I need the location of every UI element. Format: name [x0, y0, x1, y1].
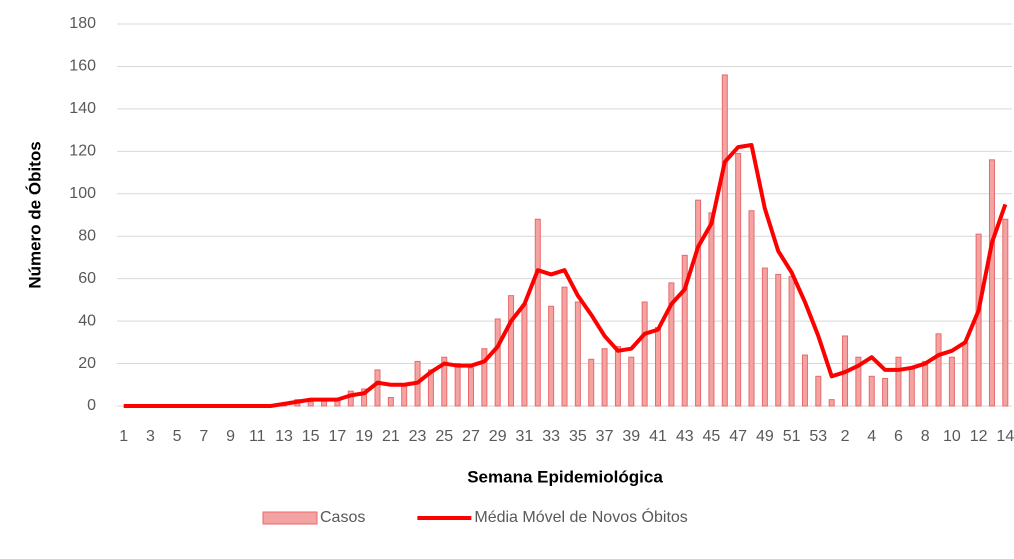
x-tick-label: 45: [703, 428, 721, 445]
y-tick-label: 20: [78, 355, 96, 372]
bar: [695, 199, 702, 407]
x-tick-label: 39: [622, 428, 640, 445]
x-tick-label: 13: [275, 428, 293, 445]
x-tick-label: 35: [569, 428, 587, 445]
bar: [788, 276, 795, 407]
bar: [855, 356, 862, 407]
x-tick-label: 37: [596, 428, 614, 445]
x-tick-label: 25: [435, 428, 453, 445]
x-tick-label: 23: [409, 428, 427, 445]
y-tick-label: 100: [69, 185, 96, 202]
bar: [401, 384, 408, 407]
bar: [948, 356, 955, 407]
x-tick-label: 29: [489, 428, 507, 445]
bar: [481, 348, 488, 407]
bar: [387, 397, 394, 407]
bar: [1002, 218, 1009, 407]
legend-label: Média Móvel de Novos Óbitos: [474, 507, 687, 526]
bar: [868, 375, 875, 407]
bar: [962, 341, 969, 407]
x-axis-title: Semana Epidemiológica: [467, 467, 663, 486]
bar: [441, 356, 448, 407]
y-tick-label: 140: [69, 100, 96, 117]
x-tick-label: 17: [329, 428, 347, 445]
legend-label: Casos: [320, 509, 365, 526]
line: [123, 142, 1008, 408]
bar: [307, 401, 314, 407]
x-tick-label: 7: [199, 428, 208, 445]
bar: [761, 267, 768, 407]
x-tick-label: 47: [729, 428, 747, 445]
bar: [548, 305, 555, 407]
bar: [708, 212, 715, 407]
bar: [775, 273, 782, 407]
y-tick-label: 40: [78, 312, 96, 329]
x-tick-label: 43: [676, 428, 694, 445]
bar: [601, 348, 608, 407]
x-tick-label: 53: [809, 428, 827, 445]
x-tick-label: 1: [119, 428, 128, 445]
x-tick-label: 10: [943, 428, 961, 445]
x-tick-label: 6: [894, 428, 903, 445]
bar: [614, 346, 621, 407]
bar: [935, 333, 942, 407]
bar: [588, 358, 595, 407]
x-tick-label: 12: [970, 428, 988, 445]
y-tick-label: 80: [78, 227, 96, 244]
x-tick-label: 49: [756, 428, 774, 445]
bar: [908, 367, 915, 407]
bar: [988, 159, 995, 407]
x-tick-label: 9: [226, 428, 235, 445]
bar: [534, 218, 541, 407]
x-tick-label: 11: [249, 428, 266, 445]
x-tick-label: 21: [382, 428, 400, 445]
y-tick-label: 180: [69, 15, 96, 32]
bar: [748, 210, 755, 407]
y-tick-label: 160: [69, 58, 96, 75]
bar: [815, 375, 822, 407]
bar: [735, 152, 742, 407]
bar: [681, 254, 688, 407]
bar: [361, 388, 368, 407]
bar: [801, 354, 808, 407]
bar: [347, 390, 354, 407]
bar: [895, 356, 902, 407]
bar: [641, 301, 648, 407]
bar: [467, 367, 474, 407]
bar: [374, 369, 381, 407]
bar: [494, 318, 501, 407]
x-tick-label: 41: [649, 428, 667, 445]
bar: [521, 303, 528, 407]
y-axis-title: Número de Óbitos: [25, 141, 44, 288]
bar: [922, 360, 929, 407]
bar: [561, 286, 568, 407]
legend-swatch: [262, 511, 318, 525]
bar: [975, 233, 982, 407]
x-tick-label: 4: [867, 428, 876, 445]
bar: [508, 295, 515, 407]
x-tick-label: 51: [783, 428, 801, 445]
x-tick-label: 15: [302, 428, 320, 445]
bar: [721, 74, 728, 407]
x-tick-label: 19: [355, 428, 373, 445]
x-tick-label: 2: [841, 428, 850, 445]
bar: [668, 282, 675, 407]
bar: [828, 399, 835, 407]
x-tick-label: 27: [462, 428, 480, 445]
y-tick-label: 120: [69, 143, 96, 160]
y-tick-label: 60: [78, 270, 96, 287]
bar: [628, 356, 635, 407]
x-tick-label: 31: [516, 428, 534, 445]
y-tick-label: 0: [87, 397, 96, 414]
x-tick-label: 8: [921, 428, 930, 445]
bar: [454, 363, 461, 407]
x-tick-label: 33: [542, 428, 560, 445]
bar: [574, 301, 581, 407]
bar: [882, 377, 889, 407]
x-tick-label: 5: [173, 428, 182, 445]
x-tick-label: 3: [146, 428, 155, 445]
x-tick-label: 14: [996, 428, 1014, 445]
bar: [655, 326, 662, 407]
